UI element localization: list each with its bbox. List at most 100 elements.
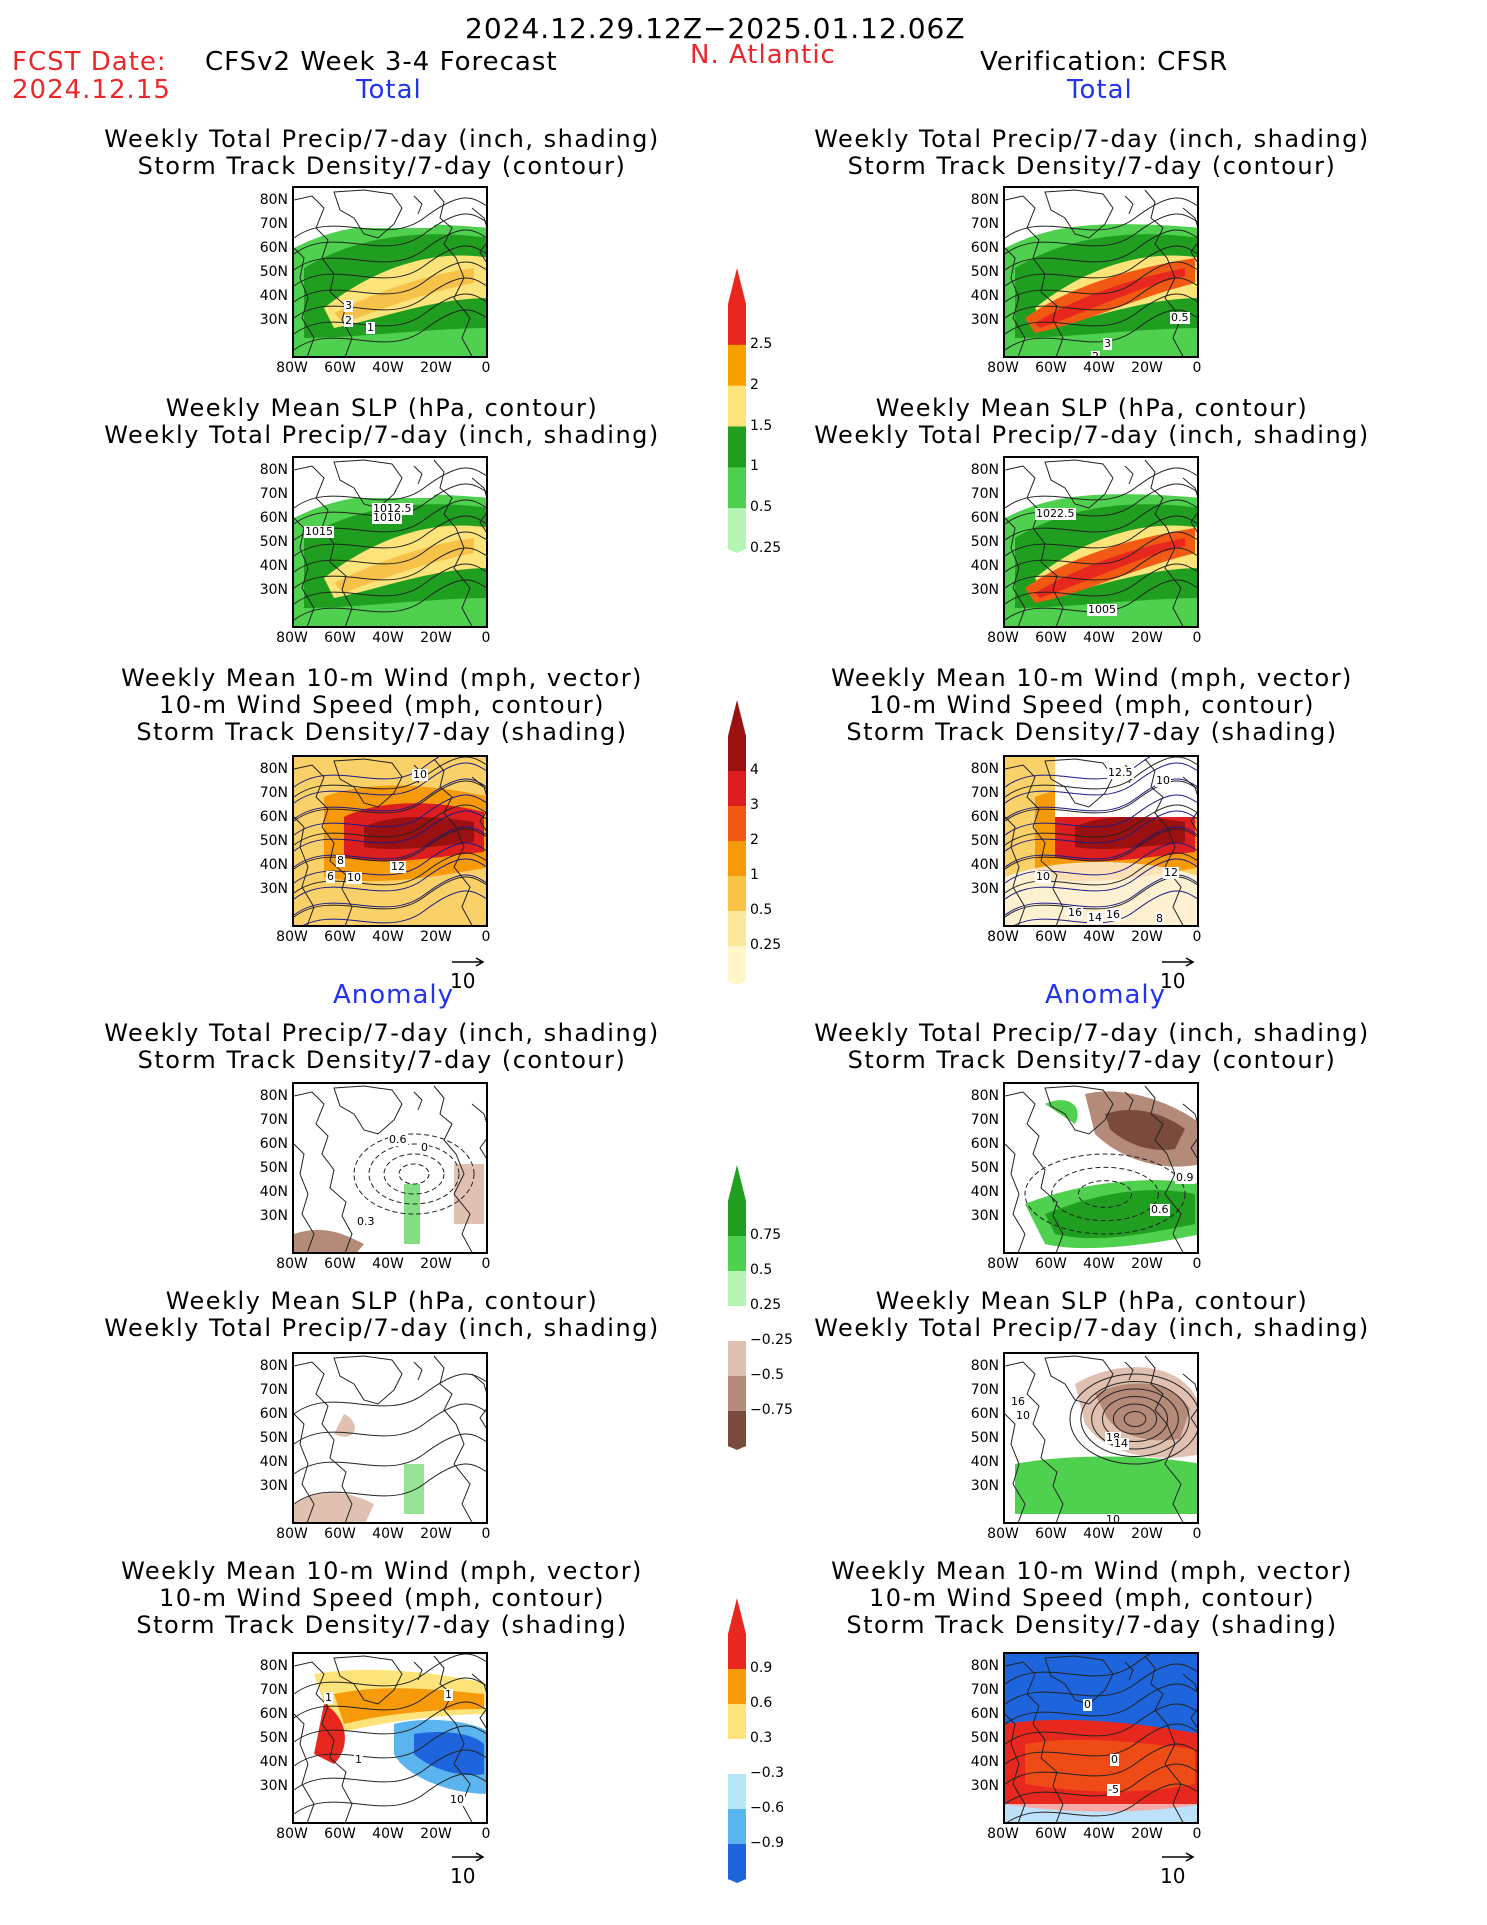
title-fa-wind: Weekly Mean 10-m Wind (mph, vector) 10-m … (121, 1557, 643, 1639)
lat-tick: 40N (259, 288, 288, 304)
lat-tick: 30N (259, 312, 288, 328)
lat-tick: 60N (970, 510, 999, 526)
lon-tick: 80W (276, 1526, 308, 1542)
lat-tick: 50N (259, 1730, 288, 1746)
lat-tick: 80N (970, 761, 999, 777)
contour-label: 1022.5 (1035, 507, 1076, 520)
lat-tick: 50N (970, 1160, 999, 1176)
lon-tick: 60W (1035, 360, 1067, 376)
lon-tick: 0 (481, 929, 491, 945)
lat-tick: 60N (259, 240, 288, 256)
lon-tick: 20W (1131, 929, 1163, 945)
lat-tick: 30N (259, 582, 288, 598)
lat-tick: 70N (970, 1112, 999, 1128)
lat-tick: 80N (259, 192, 288, 208)
lon-tick: 80W (987, 630, 1019, 646)
section-total-right: Total (1067, 75, 1133, 105)
lat-tick: 70N (970, 1682, 999, 1698)
contour-label: 16 (1105, 908, 1121, 921)
map-oa-precip: 0.9 0.6 (1003, 1082, 1199, 1254)
fcst-date-value: 2024.12.15 (12, 75, 171, 105)
title-oa-slp: Weekly Mean SLP (hPa, contour) Weekly Tot… (814, 1287, 1370, 1342)
lon-tick: 60W (324, 929, 356, 945)
lat-tick: 60N (970, 1136, 999, 1152)
lat-tick: 60N (970, 240, 999, 256)
colorbar-label: 2.5 (750, 335, 773, 352)
lat-tick: 60N (970, 1406, 999, 1422)
contour-label: 12 (390, 860, 406, 873)
colorbar-label: −0.9 (750, 1835, 784, 1851)
lon-tick: 0 (1192, 1826, 1202, 1842)
lon-tick: 40W (1083, 360, 1115, 376)
map-fa-precip: 0.6 0 0.3 (292, 1082, 488, 1254)
vector-ref-ob-anom: 10 (1160, 1850, 1196, 1888)
lat-tick: 50N (259, 1160, 288, 1176)
region-title: N. Atlantic (690, 40, 836, 70)
colorbar-label: −0.3 (750, 1765, 784, 1781)
lat-tick: 40N (970, 857, 999, 873)
lon-tick: 80W (987, 1526, 1019, 1542)
lon-tick: 80W (987, 1256, 1019, 1272)
lon-tick: 80W (276, 929, 308, 945)
map-fc-slp: 1012.5 1010 1015 (292, 456, 488, 628)
lat-tick: 70N (259, 486, 288, 502)
lat-tick: 30N (259, 1208, 288, 1224)
lat-tick: 50N (970, 264, 999, 280)
contour-label: 10 (1105, 1513, 1121, 1524)
colorbar-label: 1.5 (750, 417, 773, 434)
contour-label: 14 (1113, 1437, 1129, 1450)
lon-tick: 20W (420, 1526, 452, 1542)
lat-tick: 60N (259, 1406, 288, 1422)
contour-label: 1 (324, 1691, 333, 1704)
lat-tick: 30N (970, 1778, 999, 1794)
lon-tick: 0 (481, 360, 491, 376)
map-fc-wind: 10 8 6 10 12 (292, 755, 488, 927)
lat-tick: 50N (970, 1730, 999, 1746)
lon-tick: 60W (324, 360, 356, 376)
lon-tick: 60W (1035, 1526, 1067, 1542)
title-ob-slp: Weekly Mean SLP (hPa, contour) Weekly Tot… (814, 394, 1370, 449)
lon-tick: 60W (1035, 929, 1067, 945)
lon-tick: 20W (420, 929, 452, 945)
contour-label: 16 (1067, 906, 1083, 919)
colorbar-label: 1 (750, 458, 759, 475)
title-fc-slp: Weekly Mean SLP (hPa, contour) Weekly Tot… (104, 394, 660, 449)
lon-tick: 20W (1131, 630, 1163, 646)
contour-label: 10 (1081, 1822, 1095, 1823)
lat-tick: 70N (259, 785, 288, 801)
lat-tick: 60N (259, 809, 288, 825)
lat-tick: 80N (970, 1088, 999, 1104)
contour-label: 1015 (304, 525, 334, 538)
contour-label: 8 (336, 854, 345, 867)
contour-label: 10 (346, 871, 362, 884)
lat-tick: 40N (970, 288, 999, 304)
colorbar-label: −0.5 (750, 1367, 784, 1383)
lon-tick: 40W (372, 360, 404, 376)
verification-title: Verification: CFSR (980, 47, 1229, 77)
contour-label: 12 (1163, 866, 1179, 879)
colorbar-label: 0.3 (750, 1730, 773, 1746)
lat-tick: 60N (259, 1136, 288, 1152)
title-oa-wind: Weekly Mean 10-m Wind (mph, vector) 10-m … (831, 1557, 1353, 1639)
lon-tick: 80W (276, 360, 308, 376)
map-ob-wind: 12.5 10 10 12 16 14 16 8 (1003, 755, 1199, 927)
lat-tick: 40N (970, 1454, 999, 1470)
contour-label: 1005 (1087, 603, 1117, 616)
contour-label: 0 (420, 1141, 429, 1154)
section-anomaly-left: Anomaly (333, 980, 455, 1010)
map-ob-precip: 3 2 0.5 (1003, 186, 1199, 358)
lat-tick: 80N (259, 1358, 288, 1374)
contour-label: 16 (1010, 1395, 1026, 1408)
lon-tick: 40W (372, 1526, 404, 1542)
contour-label: 0 (1083, 1698, 1092, 1711)
vector-ref-fc-total: 10 (450, 955, 486, 993)
contour-label: 0.6 (1150, 1203, 1170, 1216)
lon-tick: 20W (1131, 1826, 1163, 1842)
contour-label: 10 (1035, 870, 1051, 883)
lon-tick: 0 (1192, 1526, 1202, 1542)
section-anomaly-right: Anomaly (1045, 980, 1167, 1010)
colorbar-storm-anom (722, 1598, 752, 1887)
lat-tick: 50N (259, 1430, 288, 1446)
lon-tick: 80W (987, 360, 1019, 376)
vector-ref-fc-anom: 10 (450, 1850, 486, 1888)
